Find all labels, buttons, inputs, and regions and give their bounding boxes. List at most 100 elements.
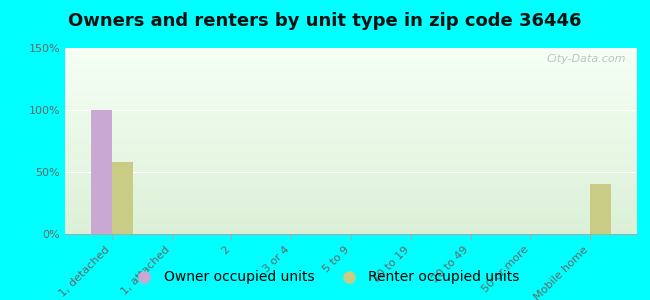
Bar xyxy=(65,106,637,107)
Bar xyxy=(65,89,637,91)
Bar xyxy=(65,152,637,154)
Bar xyxy=(65,83,637,85)
Bar xyxy=(65,175,637,176)
Bar xyxy=(65,85,637,87)
Bar xyxy=(65,202,637,204)
Bar xyxy=(65,165,637,167)
Bar xyxy=(65,197,637,199)
Bar xyxy=(65,93,637,94)
Bar xyxy=(65,96,637,98)
Bar xyxy=(65,217,637,219)
Bar xyxy=(65,117,637,119)
Bar xyxy=(65,169,637,171)
Bar xyxy=(65,208,637,210)
Bar xyxy=(65,139,637,141)
Bar xyxy=(65,87,637,89)
Bar xyxy=(65,80,637,82)
Bar xyxy=(65,102,637,104)
Bar xyxy=(65,206,637,208)
Bar xyxy=(65,94,637,96)
Bar xyxy=(65,163,637,165)
Bar xyxy=(65,70,637,72)
Bar xyxy=(65,91,637,93)
Bar xyxy=(65,124,637,126)
Bar xyxy=(65,67,637,68)
Bar xyxy=(65,228,637,230)
Bar xyxy=(65,195,637,197)
Bar xyxy=(65,100,637,102)
Bar xyxy=(65,104,637,106)
Bar xyxy=(91,110,112,234)
Bar xyxy=(65,126,637,128)
Bar xyxy=(65,161,637,163)
Bar xyxy=(65,148,637,150)
Bar xyxy=(65,150,637,152)
Bar xyxy=(65,134,637,135)
Bar xyxy=(65,119,637,121)
Bar xyxy=(65,191,637,193)
Bar xyxy=(65,147,637,148)
Bar xyxy=(65,232,637,234)
Bar xyxy=(65,143,637,145)
Bar xyxy=(65,74,637,76)
Bar xyxy=(65,141,637,143)
Bar xyxy=(65,226,637,228)
Bar xyxy=(65,167,637,169)
Bar xyxy=(65,145,637,147)
Bar xyxy=(65,122,637,124)
Bar xyxy=(65,214,637,215)
Bar xyxy=(65,61,637,63)
Bar xyxy=(65,113,637,115)
Bar xyxy=(65,193,637,195)
Bar xyxy=(65,212,637,214)
Bar xyxy=(65,160,637,161)
Bar xyxy=(590,184,611,234)
Bar xyxy=(112,162,133,234)
Bar xyxy=(65,65,637,67)
Bar xyxy=(65,223,637,225)
Bar xyxy=(65,221,637,223)
Bar xyxy=(65,137,637,139)
Bar xyxy=(65,82,637,83)
Bar xyxy=(65,230,637,232)
Bar xyxy=(65,182,637,184)
Bar xyxy=(65,156,637,158)
Legend: Owner occupied units, Renter occupied units: Owner occupied units, Renter occupied un… xyxy=(125,265,525,290)
Bar xyxy=(65,132,637,134)
Bar xyxy=(65,184,637,186)
Text: City-Data.com: City-Data.com xyxy=(546,54,625,64)
Bar xyxy=(65,158,637,160)
Bar xyxy=(65,57,637,59)
Bar xyxy=(65,204,637,206)
Bar xyxy=(65,154,637,156)
Bar xyxy=(65,107,637,110)
Text: Owners and renters by unit type in zip code 36446: Owners and renters by unit type in zip c… xyxy=(68,12,582,30)
Bar xyxy=(65,188,637,189)
Bar xyxy=(65,54,637,56)
Bar xyxy=(65,219,637,221)
Bar xyxy=(65,186,637,188)
Bar xyxy=(65,98,637,100)
Bar xyxy=(65,110,637,111)
Bar xyxy=(65,171,637,172)
Bar xyxy=(65,72,637,74)
Bar xyxy=(65,172,637,175)
Bar xyxy=(65,128,637,130)
Bar xyxy=(65,135,637,137)
Bar xyxy=(65,50,637,52)
Bar xyxy=(65,68,637,70)
Bar xyxy=(65,78,637,80)
Bar xyxy=(65,111,637,113)
Bar xyxy=(65,59,637,61)
Bar xyxy=(65,215,637,217)
Bar xyxy=(65,76,637,78)
Bar xyxy=(65,63,637,65)
Bar xyxy=(65,199,637,200)
Bar xyxy=(65,189,637,191)
Bar xyxy=(65,121,637,122)
Bar xyxy=(65,178,637,180)
Bar xyxy=(65,130,637,132)
Bar xyxy=(65,225,637,226)
Bar xyxy=(65,200,637,202)
Bar xyxy=(65,210,637,212)
